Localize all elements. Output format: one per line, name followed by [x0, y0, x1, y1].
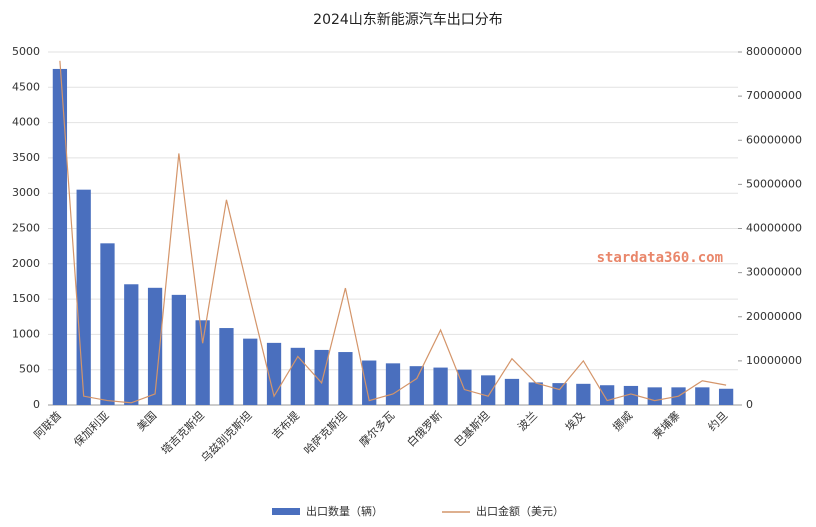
- bar: [481, 375, 496, 405]
- y-tick-label: 2500: [12, 222, 40, 235]
- bar: [695, 387, 710, 405]
- bar: [433, 367, 448, 405]
- bar: [314, 349, 329, 405]
- x-tick-label: 乌兹别克斯坦: [198, 408, 255, 465]
- y2-tick-label: 70000000: [746, 89, 802, 102]
- bar: [528, 382, 543, 405]
- x-tick-label: 波兰: [515, 409, 540, 434]
- x-tick-label: 白俄罗斯: [404, 408, 445, 449]
- y-tick-label: 4000: [12, 116, 40, 129]
- y-tick-label: 2000: [12, 257, 40, 270]
- bar: [76, 189, 91, 405]
- watermark: stardata360.com: [597, 250, 723, 266]
- bar: [623, 385, 639, 405]
- bar: [338, 352, 353, 405]
- y2-tick-label: 30000000: [746, 266, 802, 279]
- bar: [52, 68, 68, 405]
- bar: [552, 383, 567, 405]
- y2-tick-label: 60000000: [746, 133, 802, 146]
- bar: [219, 328, 234, 405]
- bar: [147, 287, 163, 405]
- y2-tick-label: 80000000: [746, 45, 802, 58]
- x-tick-label: 哈萨克斯坦: [301, 408, 350, 457]
- x-tick-label: 美国: [135, 409, 160, 434]
- y2-tick-label: 40000000: [746, 222, 802, 235]
- bar: [718, 388, 734, 405]
- bar: [504, 378, 520, 405]
- bar: [576, 383, 591, 405]
- y2-tick-label: 20000000: [746, 310, 802, 323]
- bar: [124, 284, 139, 405]
- bar: [409, 366, 424, 405]
- legend-label: 出口数量（辆）: [306, 504, 383, 518]
- y-tick-label: 1500: [12, 292, 40, 305]
- x-tick-label: 塔吉克斯坦: [158, 408, 207, 457]
- bar: [385, 363, 401, 405]
- x-tick-label: 摩尔多瓦: [356, 408, 397, 449]
- legend-label: 出口金额（美元）: [476, 504, 564, 518]
- y-tick-label: 1000: [12, 327, 40, 340]
- x-tick-label: 保加利亚: [71, 408, 112, 449]
- y2-tick-label: 0: [746, 398, 753, 411]
- bar: [647, 387, 662, 405]
- y-tick-label: 3500: [12, 151, 40, 164]
- y2-tick-label: 10000000: [746, 354, 802, 367]
- x-tick-label: 阿联酋: [31, 408, 64, 441]
- legend-swatch: [272, 508, 300, 515]
- bar: [171, 294, 186, 405]
- x-tick-label: 柬埔寨: [650, 408, 683, 441]
- x-tick-label: 吉布提: [270, 409, 303, 442]
- y-tick-label: 4500: [12, 80, 40, 93]
- x-tick-label: 约旦: [706, 409, 731, 434]
- bar: [362, 360, 377, 405]
- chart-title: 2024山东新能源汽车出口分布: [313, 11, 503, 28]
- y-tick-label: 0: [33, 398, 40, 411]
- bar: [243, 338, 258, 405]
- bar: [600, 385, 615, 405]
- x-tick-label: 巴基斯坦: [451, 408, 492, 449]
- y2-tick-label: 50000000: [746, 177, 802, 190]
- line-series: [59, 60, 727, 404]
- x-tick-label: 埃及: [562, 408, 587, 433]
- x-tick-label: 挪威: [610, 408, 635, 433]
- y-tick-label: 5000: [12, 45, 40, 58]
- bar: [195, 320, 210, 405]
- bar: [100, 243, 115, 405]
- bar: [457, 369, 472, 405]
- y-tick-label: 500: [19, 363, 40, 376]
- y-tick-label: 3000: [12, 186, 40, 199]
